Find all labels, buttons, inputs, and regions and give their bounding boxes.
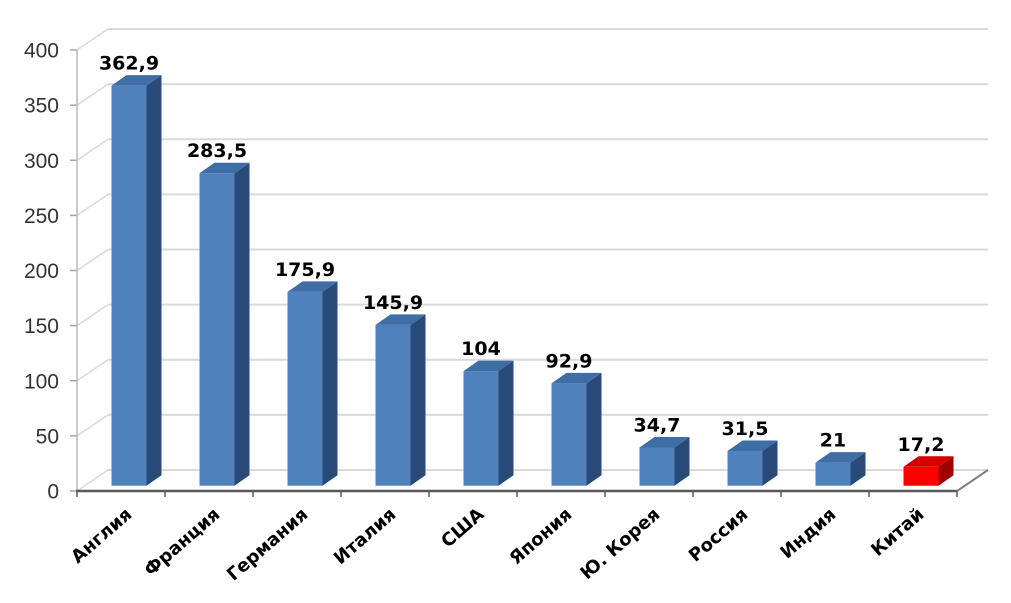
value-label-1: 283,5	[187, 140, 247, 162]
category-label-1: Франция	[140, 504, 224, 581]
bar-side-face	[498, 360, 514, 486]
bar-top-face	[815, 452, 866, 463]
bar-top-face	[463, 360, 514, 372]
gridline-diagonal	[76, 304, 109, 327]
gridline-diagonal	[76, 28, 109, 51]
gridline-diagonal	[76, 469, 109, 492]
gridline-diagonal	[76, 193, 109, 216]
bar-5	[551, 383, 587, 486]
category-label-5: Япония	[506, 504, 577, 569]
bar-side-face	[146, 75, 162, 486]
gridline-diagonal	[76, 414, 109, 437]
gridline-diagonal	[76, 248, 109, 272]
bar-top-face	[639, 436, 690, 448]
bar-4	[463, 371, 499, 486]
bar-top-face	[551, 372, 602, 384]
bar-side-face	[674, 436, 690, 486]
y-tick-label: 300	[24, 150, 59, 173]
category-label-0: Англия	[67, 504, 136, 568]
category-label-6: Ю. Корея	[577, 504, 665, 584]
value-label-8: 21	[820, 430, 846, 452]
value-label-3: 145,9	[363, 292, 423, 314]
bar-top-face	[287, 281, 338, 292]
bar-0	[111, 85, 147, 486]
bar-side-face	[850, 452, 866, 486]
bar-1	[199, 173, 235, 486]
gridline-diagonal	[76, 83, 109, 106]
bar-top-face	[111, 75, 162, 86]
category-label-3: Италия	[330, 504, 400, 569]
y-tick-label: 400	[24, 40, 59, 63]
y-tick-label: 100	[24, 370, 59, 393]
bar-side-face	[586, 372, 602, 486]
value-label-6: 34,7	[634, 414, 681, 436]
gridline-diagonal	[76, 138, 109, 161]
value-label-7: 31,5	[722, 418, 769, 440]
y-tick-label: 250	[24, 205, 59, 228]
value-label-5: 92,9	[546, 350, 593, 372]
bar-8	[815, 462, 851, 486]
bar-side-face	[322, 281, 338, 486]
value-label-4: 104	[461, 338, 501, 360]
category-label-8: Индия	[777, 504, 841, 563]
bar-top-face	[903, 456, 954, 467]
y-tick-label: 200	[24, 260, 59, 283]
value-label-2: 175,9	[275, 259, 335, 281]
bar-side-face	[410, 314, 426, 486]
bar-2	[287, 291, 323, 486]
bar-side-face	[762, 440, 778, 486]
category-label-7: Россия	[685, 504, 752, 566]
y-tick-label: 150	[24, 315, 59, 338]
y-tick-label: 50	[36, 425, 59, 448]
bar-top-face	[199, 162, 250, 174]
value-label-9: 17,2	[898, 434, 945, 456]
bar-9	[903, 466, 939, 486]
gridline-diagonal	[76, 359, 109, 382]
bar-7	[727, 451, 763, 486]
bar-3	[375, 324, 411, 486]
bar-top-face	[375, 314, 426, 325]
bar-top-face	[727, 440, 778, 452]
category-label-2: Германия	[223, 504, 312, 585]
bar-side-face	[938, 456, 954, 486]
y-tick-label: 350	[24, 95, 59, 118]
category-label-4: США	[437, 504, 488, 552]
value-label-0: 362,9	[99, 53, 159, 75]
floor-right-edge	[956, 469, 989, 492]
category-label-9: Китай	[867, 504, 928, 561]
bar-side-face	[234, 162, 250, 486]
y-tick-label: 0	[47, 481, 59, 504]
bar-6	[639, 447, 675, 486]
